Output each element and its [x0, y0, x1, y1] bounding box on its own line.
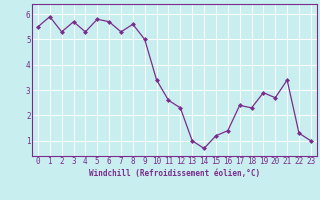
- X-axis label: Windchill (Refroidissement éolien,°C): Windchill (Refroidissement éolien,°C): [89, 169, 260, 178]
